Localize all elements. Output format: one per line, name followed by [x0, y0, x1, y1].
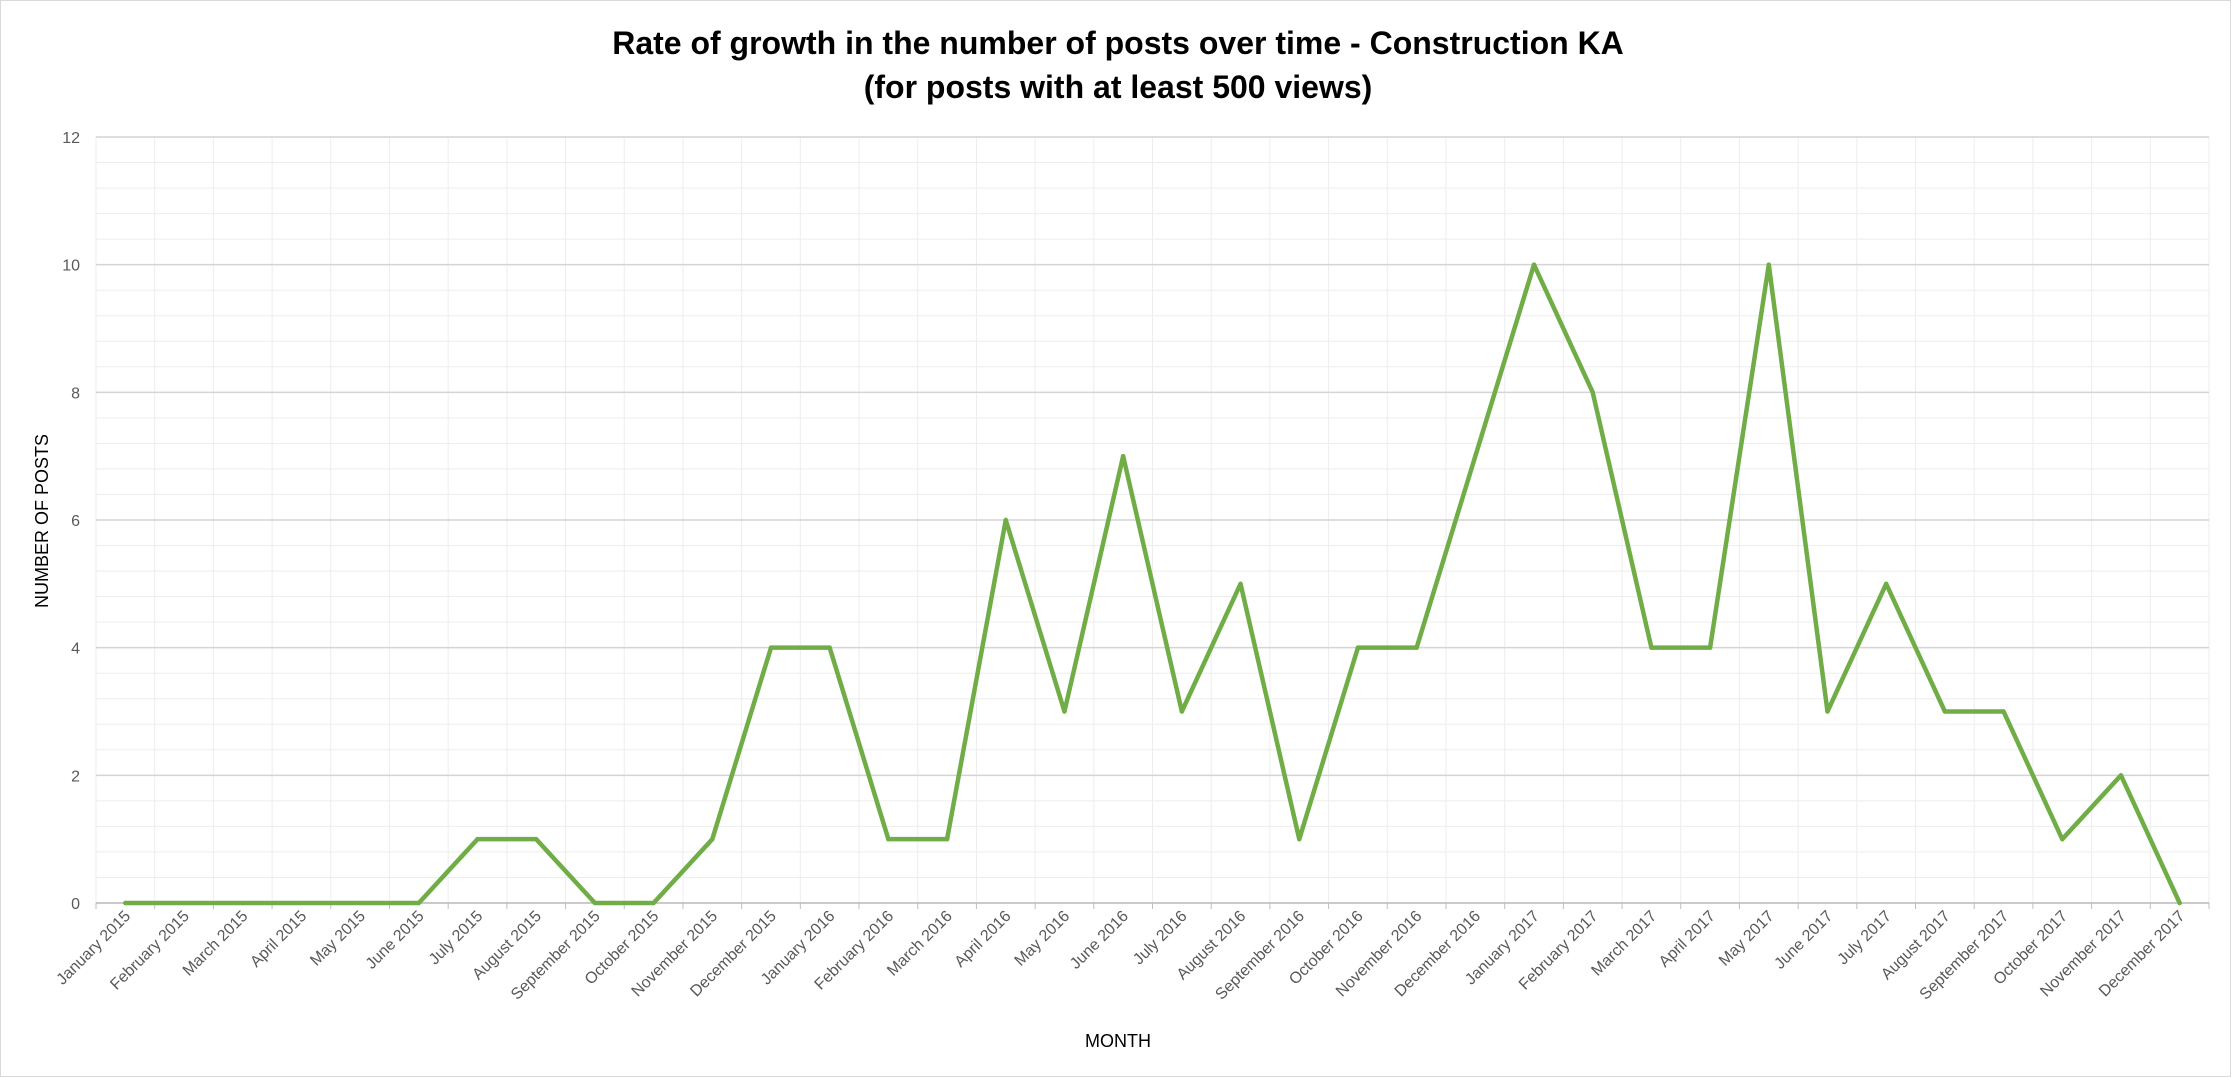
data-point [1003, 517, 1008, 523]
x-tick-label: April 2016 [952, 908, 1015, 971]
data-point [1062, 709, 1067, 714]
data-point [592, 900, 598, 906]
y-axis-tick-labels: 0 2 4 6 8 10 12 [62, 130, 80, 913]
x-axis-label: MONTH [1085, 1031, 1151, 1051]
y-tick-label: 12 [62, 130, 80, 147]
y-axis-label: NUMBER OF POSTS [32, 434, 52, 608]
x-tick-label: June 2015 [363, 908, 428, 973]
data-point [1825, 709, 1830, 714]
data-point [1590, 390, 1595, 395]
x-tick-label: May 2016 [1012, 908, 1074, 970]
series-line [123, 262, 2182, 906]
data-point [1238, 581, 1243, 587]
data-point [2060, 836, 2065, 842]
x-tick-label: April 2017 [1656, 908, 1719, 971]
data-point [475, 836, 480, 842]
data-point [768, 645, 774, 650]
x-tick-label: April 2015 [247, 908, 310, 971]
x-tick-label: June 2016 [1067, 908, 1132, 973]
data-point [1531, 262, 1537, 267]
y-tick-label: 10 [62, 258, 80, 275]
data-point [944, 836, 950, 842]
y-tick-label: 6 [71, 513, 80, 530]
data-point [123, 900, 128, 906]
data-point [2001, 709, 2006, 714]
data-point [1942, 709, 1948, 714]
x-tick-label: June 2017 [1771, 908, 1836, 973]
data-point [1766, 262, 1771, 267]
data-point [710, 836, 715, 842]
x-tick-label: July 2015 [426, 908, 487, 969]
data-point [1120, 453, 1126, 459]
data-point [357, 900, 363, 906]
y-tick-label: 8 [71, 385, 80, 402]
y-tick-label: 4 [71, 641, 80, 658]
data-point [1649, 645, 1654, 650]
data-point [2118, 773, 2124, 778]
data-point [299, 900, 304, 906]
x-tick-label: July 2017 [1835, 908, 1896, 969]
series-layer [123, 262, 2182, 906]
data-point [886, 836, 891, 842]
data-point [240, 900, 245, 906]
data-point [1179, 709, 1185, 714]
x-tick-label: May 2017 [1716, 908, 1778, 970]
data-point [416, 900, 422, 906]
data-point [1355, 645, 1361, 650]
y-tick-label: 0 [71, 896, 80, 913]
chart-subtitle: (for posts with at least 500 views) [864, 69, 1373, 105]
data-point [1473, 453, 1478, 459]
data-point [1414, 645, 1419, 650]
data-point [2177, 900, 2182, 906]
data-point [181, 900, 187, 906]
x-tick-label: May 2015 [307, 908, 369, 970]
data-point [651, 900, 656, 906]
data-point [827, 645, 832, 650]
data-point [1297, 836, 1302, 842]
chart-axes [95, 902, 2210, 909]
data-point [534, 836, 539, 842]
x-tick-label: July 2016 [1130, 908, 1191, 969]
chart-title: Rate of growth in the number of posts ov… [612, 25, 1624, 61]
y-tick-label: 2 [71, 768, 80, 785]
data-point [1707, 645, 1713, 650]
data-point [1883, 581, 1889, 587]
